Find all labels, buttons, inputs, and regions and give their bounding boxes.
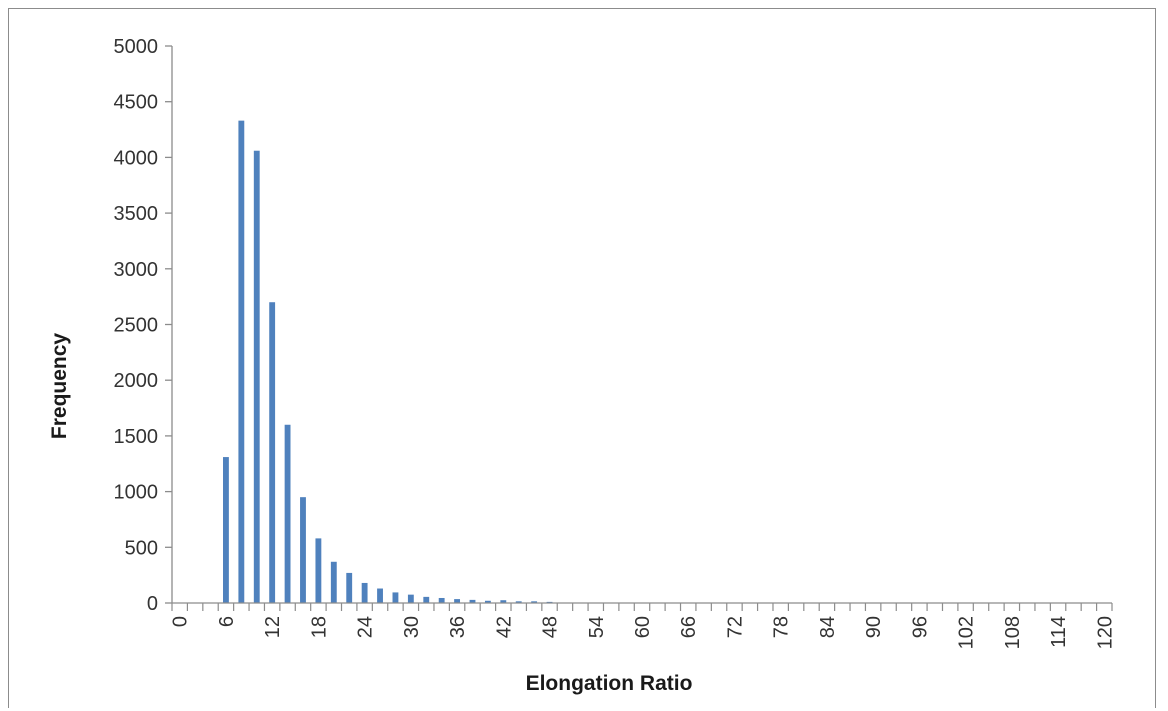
x-tick-label: 6 [216, 616, 238, 627]
x-tick-label: 42 [493, 616, 515, 638]
histogram-bar [438, 597, 445, 603]
x-tick-label: 48 [540, 616, 562, 638]
histogram-bar [484, 600, 491, 603]
histogram-bar [377, 588, 383, 603]
histogram-bar [238, 120, 245, 603]
x-tick-label: 120 [1094, 616, 1116, 649]
y-tick-label: 2000 [114, 370, 159, 392]
histogram-bar [330, 561, 337, 603]
y-tick-label: 4000 [114, 147, 159, 169]
x-tick-label: 36 [447, 616, 469, 638]
y-tick-label: 3500 [114, 203, 159, 225]
x-tick-label: 24 [355, 616, 377, 638]
bars-layer [223, 120, 553, 603]
y-tick-label: 1000 [114, 482, 159, 504]
histogram-bar [469, 599, 476, 603]
x-tick-label: 78 [771, 616, 793, 638]
histogram-bar [346, 572, 353, 603]
x-tick-label: 0 [170, 616, 192, 627]
x-tick-label: 102 [956, 616, 978, 649]
histogram-bar [515, 601, 522, 603]
x-tick-label: 18 [308, 616, 330, 638]
histogram-bar [284, 424, 291, 603]
y-tick-label: 0 [147, 593, 158, 615]
histogram-bar [407, 594, 414, 603]
y-tick-label: 1500 [114, 426, 159, 448]
x-tick-label: 30 [401, 616, 423, 638]
x-tick-label: 12 [262, 616, 284, 638]
x-tick-label: 66 [678, 616, 700, 638]
y-axis-title: Frequency [48, 333, 71, 440]
histogram-bar [223, 457, 229, 603]
x-tick-label: 72 [724, 616, 746, 638]
histogram-bar [361, 582, 368, 603]
x-ticks-layer: 0 6 12 18 24 30 36 42 48 54 60 66 72 78 84 90 96 102 108 11… [170, 603, 1116, 649]
histogram-bar [531, 601, 538, 603]
histogram-bar [300, 497, 306, 603]
y-tick-label: 4500 [114, 92, 159, 114]
x-axis-title: Elongation Ratio [526, 672, 693, 695]
histogram-bar [454, 599, 461, 603]
histogram-bar [392, 592, 399, 603]
x-tick-label: 60 [632, 616, 654, 638]
y-tick-label: 3000 [114, 259, 159, 281]
histogram-bar [315, 538, 322, 603]
y-tick-label: 500 [125, 537, 158, 559]
x-tick-label: 54 [586, 616, 608, 638]
x-tick-label: 84 [817, 616, 839, 638]
x-tick-label: 96 [909, 616, 931, 638]
x-tick-label: 108 [1002, 616, 1024, 649]
chart-frame [8, 8, 1156, 708]
x-tick-label: 114 [1048, 616, 1070, 648]
histogram-bar [500, 600, 507, 603]
histogram-bar [423, 596, 430, 603]
x-tick-label: 90 [863, 616, 885, 638]
histogram-bar [269, 302, 276, 603]
histogram-bar [253, 150, 260, 603]
y-tick-label: 5000 [114, 36, 159, 58]
y-ticks-layer: 0 500 1000 1500 2000 2500 3000 3500 4000 4500 5000 [114, 36, 172, 615]
y-tick-label: 2500 [114, 315, 159, 337]
